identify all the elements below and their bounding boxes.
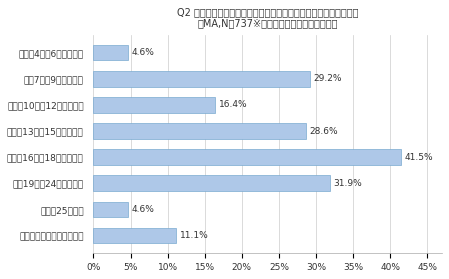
Bar xyxy=(93,97,215,113)
Bar xyxy=(93,71,310,86)
Bar xyxy=(93,123,306,139)
Bar xyxy=(93,175,330,191)
Text: 28.6%: 28.6% xyxy=(309,127,338,136)
Bar xyxy=(93,228,176,243)
Text: 41.5%: 41.5% xyxy=(405,153,434,162)
Text: 4.6%: 4.6% xyxy=(131,48,154,57)
Text: 29.2%: 29.2% xyxy=(314,74,342,83)
Bar xyxy=(93,149,401,165)
Text: 11.1%: 11.1% xyxy=(180,231,208,240)
Text: 31.9%: 31.9% xyxy=(334,179,362,188)
Text: 4.6%: 4.6% xyxy=(131,205,154,214)
Title: Q2 あなたが自転車事故に遭いそうになった時間帯はいつですか？
（MA,N＝737※運転中・歩行中未遂経験者）: Q2 あなたが自転車事故に遭いそうになった時間帯はいつですか？ （MA,N＝73… xyxy=(177,7,358,28)
Bar xyxy=(93,45,128,61)
Text: 16.4%: 16.4% xyxy=(219,100,247,109)
Bar xyxy=(93,202,128,217)
